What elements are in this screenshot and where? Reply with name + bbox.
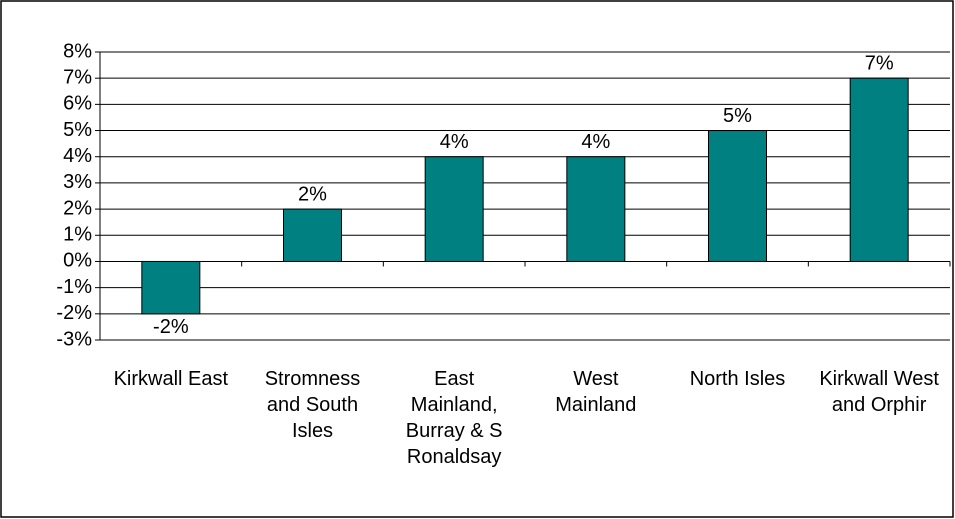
- data-label: 4%: [581, 131, 610, 153]
- data-label: 4%: [440, 131, 469, 153]
- y-tick-label: -1%: [56, 276, 92, 298]
- x-tick-label: Kirkwall East: [113, 368, 229, 390]
- bar: [566, 156, 626, 262]
- y-tick-label: 3%: [63, 171, 92, 193]
- y-tick-label: 5%: [63, 119, 92, 141]
- y-tick-label: 1%: [63, 224, 92, 246]
- y-tick-label: 7%: [63, 66, 92, 88]
- y-tick-label: 8%: [63, 40, 92, 62]
- x-tick-label: East Mainland, Burray & S Ronaldsay: [405, 368, 503, 468]
- y-tick-label: -3%: [56, 328, 92, 350]
- data-label: 7%: [865, 52, 894, 74]
- data-label: -2%: [153, 316, 189, 338]
- y-tick-label: 4%: [63, 145, 92, 167]
- x-tick-label: Stromness and South Isles: [264, 368, 361, 442]
- bar: [708, 130, 767, 262]
- y-tick-label: -2%: [56, 302, 92, 324]
- bar: [141, 260, 201, 315]
- data-label: 2%: [298, 183, 327, 205]
- bar: [283, 208, 342, 262]
- bar: [849, 77, 909, 262]
- data-label: 5%: [723, 105, 752, 127]
- bar: [424, 156, 484, 262]
- y-tick-label: 0%: [63, 250, 92, 272]
- y-tick-label: 6%: [63, 93, 92, 115]
- x-tick-label: West Mainland: [555, 368, 637, 416]
- y-tick-label: 2%: [63, 197, 92, 219]
- x-tick-label: Kirkwall West and Orphir: [819, 368, 939, 416]
- x-tick-label: North Isles: [689, 368, 786, 390]
